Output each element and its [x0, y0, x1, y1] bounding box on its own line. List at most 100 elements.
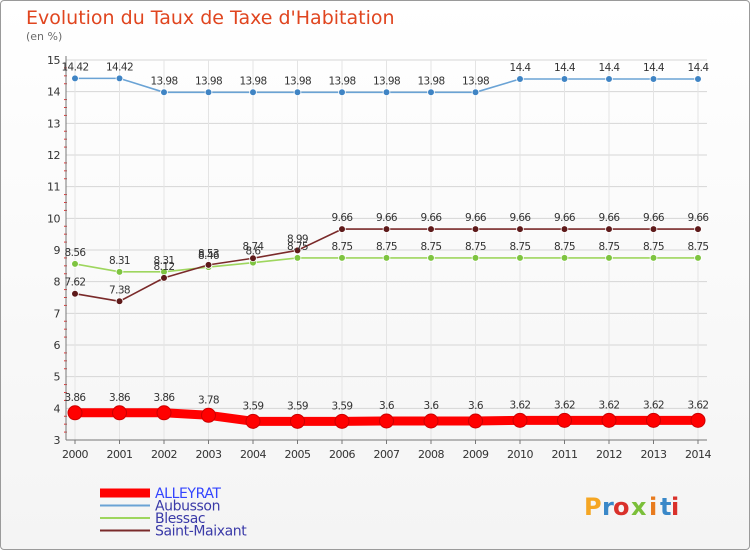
- data-point-aubusson: [605, 75, 613, 83]
- data-point-saint-maixant: [471, 225, 480, 233]
- data-label-alleyrat: 3.86: [65, 392, 87, 404]
- data-point-saint-maixant: [204, 261, 213, 269]
- x-tick-label: 2009: [463, 448, 489, 461]
- data-label-saint-maixant: 9.66: [599, 212, 621, 224]
- legend-label-blessac: Blessac: [155, 511, 205, 527]
- data-point-aubusson: [516, 75, 524, 83]
- data-point-alleyrat: [468, 413, 483, 429]
- data-label-blessac: 8.75: [643, 241, 664, 253]
- data-label-blessac: 8.75: [421, 241, 442, 253]
- data-point-alleyrat: [423, 413, 439, 429]
- y-tick-label: 15: [47, 54, 60, 67]
- chart-title: Evolution du Taux de Taxe d'Habitation: [26, 7, 395, 29]
- data-label-aubusson: 14.4: [510, 62, 532, 74]
- y-tick-label: 11: [47, 181, 60, 194]
- x-tick-label: 2001: [107, 448, 133, 461]
- data-label-saint-maixant: 9.66: [643, 212, 665, 224]
- x-tick-label: 2011: [552, 448, 578, 461]
- data-point-saint-maixant: [338, 225, 346, 233]
- data-label-aubusson: 13.98: [328, 75, 355, 87]
- data-label-blessac: 8.75: [465, 241, 486, 253]
- logo-letter: i: [649, 493, 657, 521]
- data-label-aubusson: 13.98: [462, 75, 489, 87]
- data-point-blessac: [382, 254, 391, 262]
- data-point-blessac: [560, 254, 569, 262]
- data-point-alleyrat: [245, 413, 261, 429]
- data-label-blessac: 8.6: [246, 246, 262, 258]
- data-point-alleyrat: [201, 407, 216, 423]
- data-point-aubusson: [160, 88, 168, 97]
- x-tick-label: 2003: [196, 448, 222, 461]
- data-label-alleyrat: 3.62: [510, 399, 531, 411]
- y-tick-label: 12: [47, 149, 60, 162]
- logo-letter: x: [631, 493, 647, 521]
- y-tick-label: 8: [54, 276, 61, 289]
- logo-letter: t: [660, 493, 671, 521]
- data-point-alleyrat: [601, 412, 617, 428]
- data-label-blessac: 8.46: [198, 250, 220, 262]
- data-point-saint-maixant: [71, 289, 79, 298]
- data-point-blessac: [471, 254, 480, 262]
- data-label-saint-maixant: 8.99: [287, 233, 308, 245]
- data-point-aubusson: [204, 88, 213, 97]
- data-point-saint-maixant: [427, 225, 435, 233]
- data-label-saint-maixant: 7.38: [109, 284, 130, 296]
- data-label-blessac: 8.75: [599, 241, 620, 253]
- axes: 3 4 5 6 7 8 9 10 11 12 13 14 15 2000 2001 2002 2003 2004 2…: [47, 54, 712, 461]
- data-point-blessac: [516, 254, 524, 262]
- data-label-saint-maixant: 9.66: [688, 212, 710, 224]
- data-label-aubusson: 14.4: [688, 62, 710, 74]
- data-point-blessac: [649, 254, 658, 262]
- data-point-aubusson: [115, 74, 124, 83]
- x-tick-label: 2008: [418, 448, 444, 461]
- data-label-alleyrat: 3.6: [468, 400, 484, 412]
- data-point-blessac: [694, 254, 702, 262]
- x-tick-label: 2005: [285, 448, 311, 461]
- data-label-saint-maixant: 9.66: [510, 212, 532, 224]
- data-label-alleyrat: 3.59: [332, 400, 353, 412]
- data-label-blessac: 8.75: [287, 241, 308, 253]
- y-tick-label: 5: [54, 371, 61, 384]
- data-point-aubusson: [560, 75, 569, 83]
- data-point-saint-maixant: [249, 254, 257, 263]
- data-point-aubusson: [694, 75, 702, 83]
- data-point-aubusson: [249, 88, 257, 97]
- x-tick-label: 2006: [329, 448, 355, 461]
- data-point-aubusson: [427, 88, 435, 97]
- data-label-alleyrat: 3.86: [109, 392, 131, 404]
- data-point-alleyrat: [334, 413, 350, 429]
- y-tick-label: 4: [54, 402, 61, 415]
- series: [67, 74, 706, 429]
- data-point-blessac: [338, 254, 346, 262]
- data-label-alleyrat: 3.86: [154, 392, 176, 404]
- x-tick-label: 2007: [374, 448, 400, 461]
- data-label-blessac: 8.75: [510, 241, 531, 253]
- data-label-blessac: 8.75: [376, 241, 397, 253]
- data-point-blessac: [71, 260, 79, 268]
- y-tick-label: 3: [54, 434, 61, 447]
- data-label-aubusson: 13.98: [373, 75, 400, 87]
- data-label-blessac: 8.31: [109, 255, 130, 267]
- data-point-saint-maixant: [649, 225, 658, 233]
- data-point-blessac: [427, 254, 435, 262]
- data-label-alleyrat: 3.59: [243, 400, 264, 412]
- x-tick-label: 2004: [240, 448, 266, 461]
- data-point-aubusson: [71, 74, 79, 83]
- data-label-alleyrat: 3.62: [688, 399, 709, 411]
- legend-label-aubusson: Aubusson: [155, 499, 220, 515]
- logo-letter: P: [584, 493, 602, 521]
- data-point-alleyrat: [512, 412, 528, 428]
- data-label-aubusson: 13.98: [284, 75, 311, 87]
- data-point-aubusson: [649, 75, 658, 83]
- data-label-alleyrat: 3.62: [643, 399, 664, 411]
- y-tick-label: 6: [54, 339, 61, 352]
- data-label-saint-maixant: 9.66: [376, 212, 398, 224]
- data-point-saint-maixant: [516, 225, 524, 233]
- data-label-blessac: 8.75: [332, 241, 353, 253]
- data-point-blessac: [115, 268, 124, 276]
- logo-letter: o: [613, 493, 630, 521]
- x-tick-label: 2012: [596, 448, 622, 461]
- data-point-blessac: [605, 254, 613, 262]
